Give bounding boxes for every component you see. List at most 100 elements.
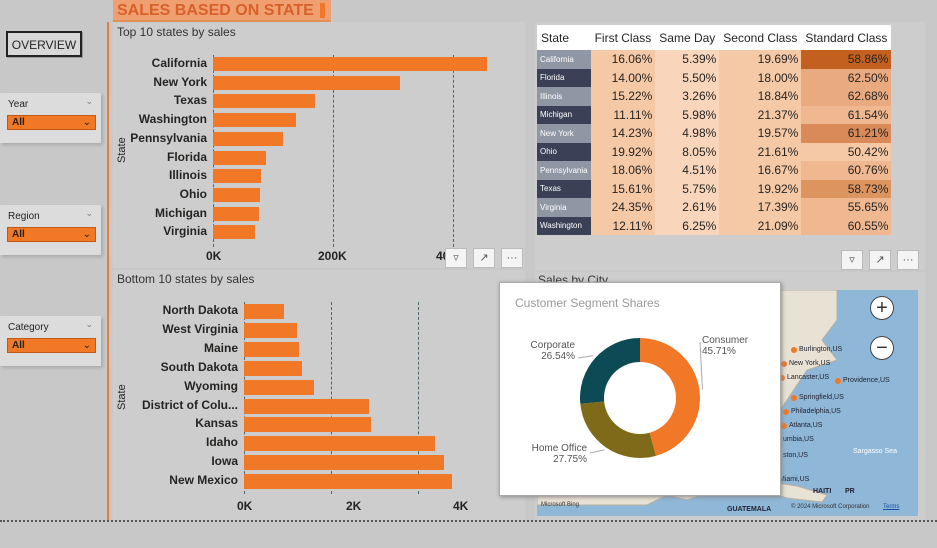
matrix-row[interactable]: California 16.06% 5.39% 19.69% 58.86% — [537, 50, 892, 69]
zoom-in-button[interactable]: + — [870, 296, 894, 320]
category-dropdown[interactable]: All ⌄ — [7, 338, 96, 353]
bar-new-york[interactable] — [213, 75, 400, 90]
matrix-table: State First Class Same Day Second Class Stan… — [537, 25, 892, 235]
donut-leader-line — [589, 449, 605, 454]
matrix-row[interactable]: Virginia 24.35% 2.61% 17.39% 55.65% — [537, 198, 892, 217]
donut-slice-home-office[interactable] — [580, 401, 656, 458]
donut-slice-corporate[interactable] — [580, 338, 640, 404]
matrix-header[interactable]: First Class — [590, 25, 656, 50]
ship-mode-matrix: State First Class Same Day Second Class Stan… — [535, 22, 925, 270]
gridline — [331, 302, 333, 494]
city-sales-dot[interactable] — [835, 378, 841, 384]
bar-district-of-colu-[interactable] — [244, 398, 370, 414]
region-dropdown[interactable]: All ⌄ — [7, 227, 96, 242]
matrix-value-cell: 18.00% — [719, 68, 802, 87]
donut-leader-line — [699, 341, 703, 390]
divider-line — [107, 22, 109, 520]
city-label: ston,US — [783, 452, 808, 459]
matrix-state-cell: Ohio — [537, 142, 591, 161]
city-sales-dot[interactable] — [779, 375, 785, 381]
matrix-row[interactable]: Ohio 19.92% 8.05% 21.61% 50.42% — [537, 142, 892, 161]
matrix-row[interactable]: New York 14.23% 4.98% 19.57% 61.21% — [537, 124, 892, 143]
chevron-down-icon[interactable]: ⌄ — [85, 319, 93, 329]
bar-virginia[interactable] — [213, 225, 255, 240]
chevron-down-icon[interactable]: ⌄ — [85, 208, 93, 218]
bar-illinois[interactable] — [213, 169, 261, 184]
matrix-value-cell: 15.61% — [590, 179, 656, 198]
bar-wyoming[interactable] — [244, 379, 314, 395]
matrix-state-cell: Pennsylvania — [537, 161, 591, 180]
matrix-header[interactable]: Same Day — [655, 25, 720, 50]
state-label: Texas — [173, 93, 207, 108]
bar-maine[interactable] — [244, 341, 300, 357]
bar-iowa[interactable] — [244, 455, 444, 471]
bar-texas[interactable] — [213, 94, 315, 109]
bar-north-dakota[interactable] — [244, 304, 285, 319]
bing-logo: Microsoft Bing — [541, 502, 580, 508]
chevron-down-icon[interactable]: ⌄ — [85, 96, 93, 106]
zoom-out-button[interactable]: − — [870, 336, 894, 360]
matrix-value-cell: 60.55% — [801, 216, 892, 235]
matrix-header[interactable]: State — [537, 25, 591, 50]
matrix-row[interactable]: Pennsylvania 18.06% 4.51% 16.67% 60.76% — [537, 161, 892, 180]
gridline — [453, 55, 454, 247]
state-label: California — [151, 56, 207, 70]
city-label: PR — [845, 488, 855, 495]
bar-california[interactable] — [213, 57, 488, 71]
city-label: Sargasso Sea — [853, 448, 897, 455]
bar-washington[interactable] — [213, 113, 297, 128]
matrix-header[interactable]: Second Class — [719, 25, 802, 50]
bar-florida[interactable] — [213, 150, 267, 165]
year-dropdown[interactable]: All ⌄ — [7, 115, 96, 130]
city-sales-dot[interactable] — [781, 423, 787, 429]
matrix-row[interactable]: Washington 12.11% 6.25% 21.09% 60.55% — [537, 216, 892, 235]
matrix-row[interactable]: Florida 14.00% 5.50% 18.00% 62.50% — [537, 68, 892, 87]
donut-slice-consumer[interactable] — [640, 338, 701, 456]
matrix-value-cell: 4.98% — [655, 124, 720, 143]
chevron-down-icon: ⌄ — [82, 117, 91, 128]
bar-new-mexico[interactable] — [244, 474, 453, 490]
matrix-row[interactable]: Illinois 15.22% 3.26% 18.84% 62.68% — [537, 87, 892, 106]
overview-button[interactable]: OVERVIEW — [6, 31, 82, 57]
bar-kansas[interactable] — [244, 417, 371, 433]
donut-leader-line — [577, 355, 594, 359]
matrix-value-cell: 60.76% — [801, 161, 892, 180]
matrix-row[interactable]: Michigan 11.11% 5.98% 21.37% 61.54% — [537, 105, 892, 124]
matrix-value-cell: 62.50% — [801, 68, 892, 87]
bar-michigan[interactable] — [213, 206, 259, 221]
focus-mode-icon[interactable]: ↗ — [473, 248, 495, 268]
city-sales-dot[interactable] — [791, 347, 797, 353]
city-sales-dot[interactable] — [791, 395, 797, 401]
matrix-row[interactable]: Texas 15.61% 5.75% 19.92% 58.73% — [537, 179, 892, 198]
bar-pennsylvania[interactable] — [213, 131, 283, 146]
city-sales-dot[interactable] — [781, 361, 787, 367]
filter-icon[interactable]: ▿ — [445, 248, 467, 268]
state-label: Ohio — [179, 186, 207, 201]
bar-west-virginia[interactable] — [244, 322, 297, 338]
city-label: New York,US — [789, 360, 831, 367]
state-label: New York — [153, 74, 207, 89]
city-sales-dot[interactable] — [783, 409, 789, 415]
matrix-header[interactable]: Standard Class — [801, 25, 892, 50]
filter-icon[interactable]: ▿ — [841, 250, 863, 270]
bar-idaho[interactable] — [244, 436, 435, 452]
matrix-state-cell: Michigan — [537, 105, 591, 124]
bar-ohio[interactable] — [213, 187, 260, 202]
city-label: Burlington,US — [799, 346, 843, 353]
gridline — [244, 302, 245, 494]
state-label: Iowa — [211, 454, 238, 469]
bar-south-dakota[interactable] — [244, 360, 302, 376]
more-options-icon[interactable]: ··· — [897, 250, 919, 270]
state-label: North Dakota — [162, 303, 238, 317]
year-slicer: Year ⌄ All ⌄ — [0, 93, 101, 143]
donut-value-label: 27.75% — [553, 454, 587, 465]
city-label: Miami,US — [779, 476, 810, 483]
matrix-value-cell: 12.11% — [590, 216, 656, 235]
top-chart-title: Top 10 states by sales — [117, 25, 236, 39]
more-options-icon[interactable]: ··· — [501, 248, 523, 268]
terms-link[interactable]: Terms — [883, 504, 900, 510]
matrix-value-cell: 61.21% — [801, 124, 892, 143]
focus-mode-icon[interactable]: ↗ — [869, 250, 891, 270]
donut-category-label: Home Office — [532, 443, 588, 454]
top-tick-0: 0K — [206, 249, 222, 263]
